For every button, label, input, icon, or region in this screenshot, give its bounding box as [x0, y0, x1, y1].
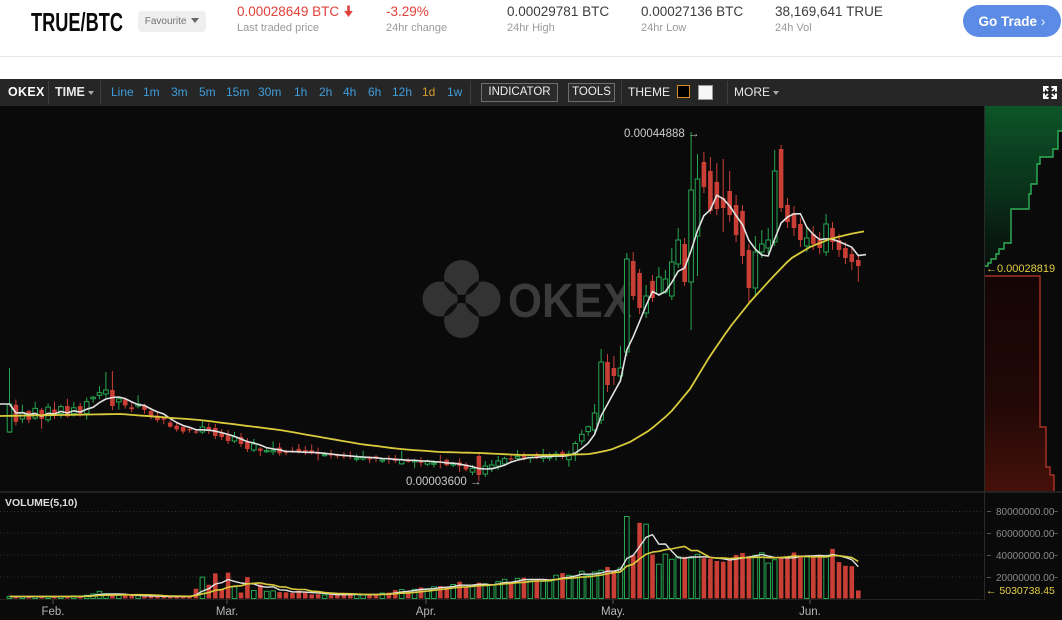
svg-text:40000000.00: 40000000.00: [996, 551, 1055, 562]
svg-text:0.00003600 →: 0.00003600 →: [406, 476, 481, 488]
svg-text:0.00044888 →: 0.00044888 →: [624, 128, 699, 140]
svg-text:VOLUME(5,10): VOLUME(5,10): [5, 497, 77, 509]
svg-text:OKEX: OKEX: [508, 275, 632, 328]
svg-text:← 5030738.45: ← 5030738.45: [986, 585, 1055, 597]
svg-text:Apr.: Apr.: [416, 606, 436, 618]
svg-text:May.: May.: [601, 606, 625, 618]
svg-text:Feb.: Feb.: [41, 606, 64, 618]
svg-text:60000000.00: 60000000.00: [996, 529, 1055, 540]
svg-text:80000000.00: 80000000.00: [996, 507, 1055, 518]
svg-text:Mar.: Mar.: [216, 606, 238, 618]
svg-text:←0.00028819: ←0.00028819: [986, 263, 1055, 275]
svg-text:20000000.00: 20000000.00: [996, 573, 1055, 584]
svg-text:Jun.: Jun.: [799, 606, 821, 618]
